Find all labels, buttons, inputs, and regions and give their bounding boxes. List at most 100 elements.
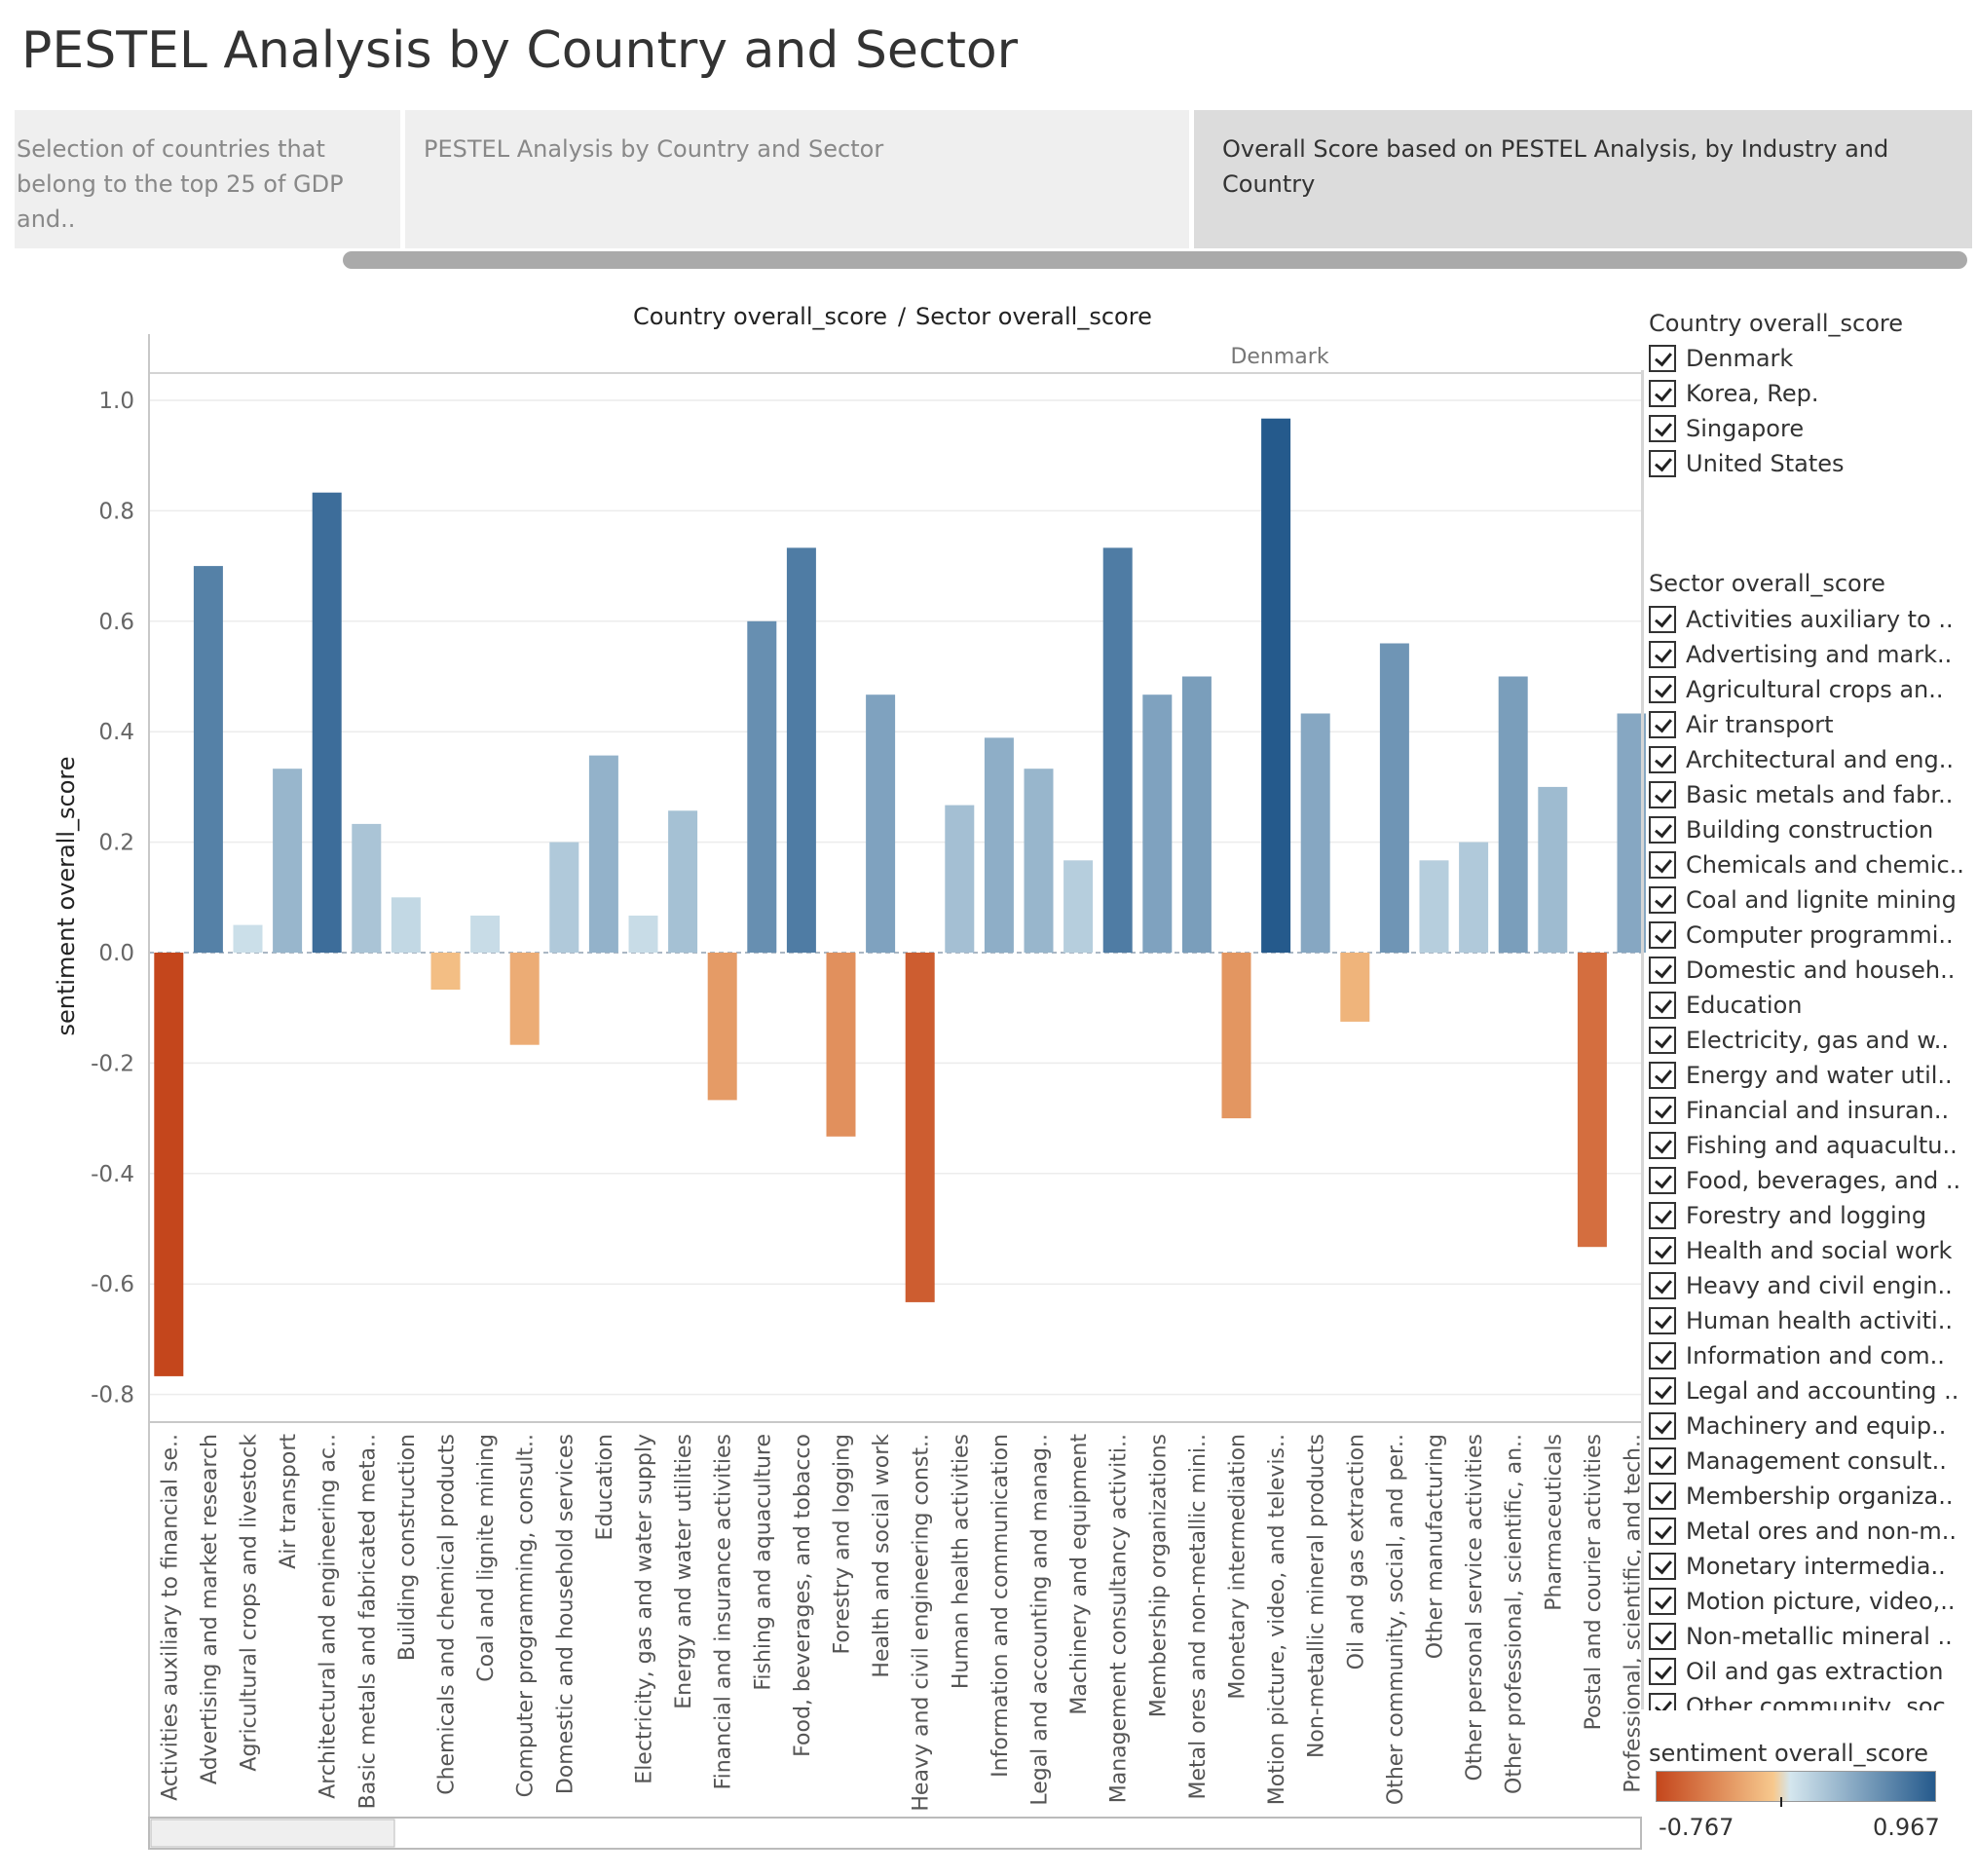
checkbox-icon[interactable] <box>1649 1623 1676 1650</box>
legend-item-sector[interactable]: Human health activiti.. <box>1649 1303 1970 1338</box>
checkbox-icon[interactable] <box>1649 1693 1676 1710</box>
legend-item-country[interactable]: Korea, Rep. <box>1649 376 1960 411</box>
bar[interactable] <box>391 897 421 953</box>
checkbox-icon[interactable] <box>1649 1518 1676 1545</box>
legend-item-sector[interactable]: Heavy and civil engin.. <box>1649 1268 1970 1303</box>
legend-item-sector[interactable]: Forestry and logging <box>1649 1198 1970 1233</box>
legend-item-sector[interactable]: Legal and accounting .. <box>1649 1373 1970 1408</box>
legend-item-sector[interactable]: Management consult.. <box>1649 1444 1970 1479</box>
bar[interactable] <box>1379 643 1409 954</box>
x-scrollbar-thumb[interactable] <box>150 1819 395 1848</box>
checkbox-icon[interactable] <box>1649 1132 1676 1159</box>
bar[interactable] <box>707 953 737 1101</box>
checkbox-icon[interactable] <box>1649 1447 1676 1475</box>
bar[interactable] <box>1498 676 1528 954</box>
checkbox-icon[interactable] <box>1649 641 1676 668</box>
bar[interactable] <box>1300 713 1330 954</box>
checkbox-icon[interactable] <box>1649 816 1676 844</box>
sector-legend[interactable]: Activities auxiliary to .. Advertising an… <box>1649 602 1970 1710</box>
bar[interactable] <box>1063 860 1094 953</box>
legend-item-sector[interactable]: Basic metals and fabr.. <box>1649 777 1970 812</box>
bar[interactable] <box>154 953 184 1376</box>
bar[interactable] <box>193 566 223 953</box>
legend-item-sector[interactable]: Fishing and aquacultu.. <box>1649 1128 1970 1163</box>
legend-item-sector[interactable]: Motion picture, video,.. <box>1649 1584 1970 1619</box>
checkbox-icon[interactable] <box>1649 1482 1676 1510</box>
bar[interactable] <box>312 492 342 953</box>
bar[interactable] <box>905 953 935 1302</box>
bar[interactable] <box>984 737 1014 953</box>
bar[interactable] <box>1102 547 1133 953</box>
legend-item-sector[interactable]: Architectural and eng.. <box>1649 742 1970 777</box>
tabbar-scrollbar[interactable] <box>343 251 1967 269</box>
legend-item-sector[interactable]: Membership organiza.. <box>1649 1479 1970 1514</box>
legend-item-country[interactable]: Singapore <box>1649 411 1960 446</box>
legend-item-sector[interactable]: Building construction <box>1649 812 1970 847</box>
legend-item-sector[interactable]: Monetary intermedia.. <box>1649 1549 1970 1584</box>
bar[interactable] <box>1261 418 1291 953</box>
bar[interactable] <box>826 953 856 1137</box>
checkbox-icon[interactable] <box>1649 345 1676 372</box>
bar[interactable] <box>1181 676 1212 954</box>
legend-item-sector[interactable]: Chemicals and chemic.. <box>1649 847 1970 882</box>
legend-item-sector[interactable]: Computer programmi.. <box>1649 918 1970 953</box>
bar[interactable] <box>509 953 540 1045</box>
tab-overall-score[interactable]: Overall Score based on PESTEL Analysis, … <box>1194 110 1972 248</box>
legend-item-sector[interactable]: Energy and water util.. <box>1649 1058 1970 1093</box>
legend-item-sector[interactable]: Activities auxiliary to .. <box>1649 602 1970 637</box>
bar[interactable] <box>233 924 263 953</box>
checkbox-icon[interactable] <box>1649 1062 1676 1089</box>
bar[interactable] <box>1142 694 1173 953</box>
checkbox-icon[interactable] <box>1649 1377 1676 1405</box>
checkbox-icon[interactable] <box>1649 606 1676 633</box>
checkbox-icon[interactable] <box>1649 886 1676 914</box>
bar[interactable] <box>945 805 975 953</box>
bar[interactable] <box>588 755 618 953</box>
checkbox-icon[interactable] <box>1649 1202 1676 1229</box>
legend-item-sector[interactable]: Non-metallic mineral .. <box>1649 1619 1970 1654</box>
legend-item-sector[interactable]: Domestic and househ.. <box>1649 953 1970 988</box>
checkbox-icon[interactable] <box>1649 1553 1676 1580</box>
x-scrollbar-track[interactable] <box>148 1817 1642 1850</box>
legend-item-sector[interactable]: Metal ores and non-m.. <box>1649 1514 1970 1549</box>
checkbox-icon[interactable] <box>1649 1272 1676 1299</box>
checkbox-icon[interactable] <box>1649 1237 1676 1264</box>
checkbox-icon[interactable] <box>1649 957 1676 984</box>
checkbox-icon[interactable] <box>1649 992 1676 1019</box>
legend-item-sector[interactable]: Air transport <box>1649 707 1970 742</box>
checkbox-icon[interactable] <box>1649 676 1676 703</box>
bar[interactable] <box>747 620 777 953</box>
legend-item-sector[interactable]: Oil and gas extraction <box>1649 1654 1970 1689</box>
checkbox-icon[interactable] <box>1649 711 1676 738</box>
legend-item-sector[interactable]: Food, beverages, and .. <box>1649 1163 1970 1198</box>
legend-item-sector[interactable]: Information and com.. <box>1649 1338 1970 1373</box>
bar[interactable] <box>549 842 579 953</box>
checkbox-icon[interactable] <box>1649 746 1676 773</box>
checkbox-icon[interactable] <box>1649 450 1676 477</box>
checkbox-icon[interactable] <box>1649 1658 1676 1685</box>
legend-item-sector[interactable]: Other community, soc.. <box>1649 1689 1970 1710</box>
legend-item-country[interactable]: Denmark <box>1649 341 1960 376</box>
checkbox-icon[interactable] <box>1649 1307 1676 1334</box>
bar[interactable] <box>668 810 698 953</box>
checkbox-icon[interactable] <box>1649 781 1676 808</box>
checkbox-icon[interactable] <box>1649 1097 1676 1124</box>
bar[interactable] <box>430 953 461 990</box>
checkbox-icon[interactable] <box>1649 921 1676 949</box>
bar[interactable] <box>1024 769 1054 953</box>
checkbox-icon[interactable] <box>1649 380 1676 407</box>
bar[interactable] <box>470 916 501 953</box>
legend-item-sector[interactable]: Agricultural crops an.. <box>1649 672 1970 707</box>
bar[interactable] <box>273 769 303 953</box>
tab-country-selection[interactable]: Selection of countries that belong to th… <box>15 110 400 248</box>
legend-item-sector[interactable]: Advertising and mark.. <box>1649 637 1970 672</box>
bar[interactable] <box>1577 953 1607 1248</box>
legend-item-sector[interactable]: Health and social work <box>1649 1233 1970 1268</box>
checkbox-icon[interactable] <box>1649 1027 1676 1054</box>
checkbox-icon[interactable] <box>1649 1342 1676 1369</box>
legend-item-sector[interactable]: Education <box>1649 988 1970 1023</box>
checkbox-icon[interactable] <box>1649 1412 1676 1440</box>
checkbox-icon[interactable] <box>1649 851 1676 879</box>
bar[interactable] <box>1340 953 1370 1022</box>
legend-item-country[interactable]: United States <box>1649 446 1960 481</box>
